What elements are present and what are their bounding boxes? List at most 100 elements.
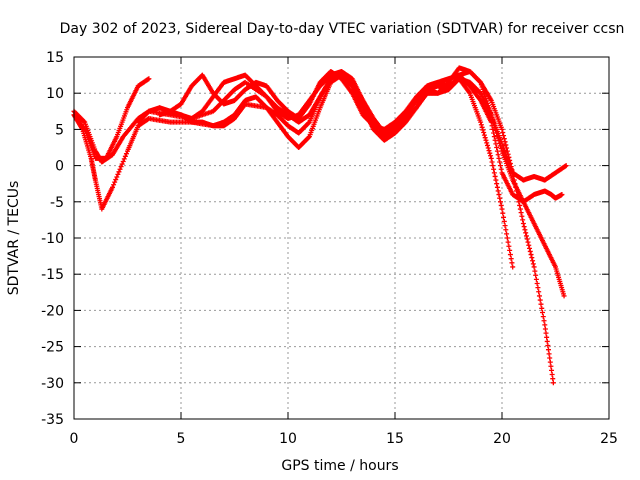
data-point	[119, 161, 125, 167]
data-point	[520, 221, 526, 227]
data-point	[485, 145, 491, 151]
data-point	[123, 151, 129, 157]
data-point	[527, 245, 533, 251]
data-point	[502, 223, 508, 229]
data-point	[115, 171, 121, 177]
x-axis-title: GPS time / hours	[281, 458, 398, 474]
data-point	[518, 210, 524, 216]
data-point	[561, 293, 567, 299]
data-point	[540, 314, 546, 320]
data-point	[497, 195, 503, 201]
data-point	[541, 318, 547, 324]
data-point	[559, 192, 565, 198]
data-point	[489, 159, 495, 165]
data-point	[480, 127, 486, 133]
data-point	[501, 218, 507, 224]
data-point	[486, 148, 492, 154]
data-point	[527, 248, 533, 254]
y-tick-label: 5	[55, 122, 64, 138]
x-tick-label: 20	[493, 431, 511, 447]
data-point	[497, 199, 503, 205]
data-point	[535, 285, 541, 291]
data-point	[529, 255, 535, 261]
data-point	[487, 150, 493, 156]
data-point	[504, 231, 510, 237]
data-point	[493, 177, 499, 183]
data-point	[121, 156, 127, 162]
chart-title: Day 302 of 2023, Sidereal Day-to-day VTE…	[60, 21, 625, 37]
data-point	[499, 126, 505, 132]
data-point	[538, 301, 544, 307]
data-point	[481, 132, 487, 138]
y-tick-label: 10	[46, 86, 64, 102]
data-point	[506, 243, 512, 249]
data-point	[540, 309, 546, 315]
data-point	[497, 163, 503, 169]
data-point	[306, 134, 312, 140]
series-track-c	[71, 76, 152, 161]
data-point	[550, 380, 556, 386]
data-point	[488, 155, 494, 161]
data-point	[494, 148, 500, 154]
data-point	[536, 289, 542, 295]
data-point	[507, 247, 513, 253]
data-point	[521, 224, 527, 230]
data-point	[483, 137, 489, 143]
data-point	[490, 163, 496, 169]
data-point	[563, 163, 569, 169]
data-point	[524, 236, 530, 242]
data-point	[494, 145, 500, 150]
data-point	[530, 258, 536, 264]
y-tick-label: -25	[41, 340, 64, 356]
data-point	[504, 235, 510, 241]
data-point	[509, 260, 515, 266]
x-tick-label: 10	[279, 431, 297, 447]
data-point	[519, 213, 525, 219]
data-point	[497, 159, 503, 165]
data-point	[523, 233, 529, 239]
data-point	[522, 227, 528, 233]
data-point	[503, 227, 509, 233]
data-point	[113, 177, 119, 183]
data-point	[508, 256, 514, 262]
data-point	[500, 130, 506, 136]
data-point	[496, 155, 502, 161]
data-point	[501, 136, 507, 142]
data-point	[488, 153, 494, 159]
data-point	[517, 206, 523, 212]
data-point	[81, 118, 87, 124]
data-point	[306, 120, 312, 126]
data-point	[110, 184, 116, 190]
data-point	[498, 166, 504, 172]
data-point	[528, 252, 534, 258]
data-point	[534, 281, 540, 287]
y-tick-label: 15	[46, 50, 64, 66]
data-point	[500, 210, 506, 216]
data-point	[499, 206, 505, 212]
series-track-f	[178, 72, 569, 183]
data-point	[478, 119, 484, 125]
data-point	[484, 142, 490, 148]
x-tick-label: 25	[600, 431, 618, 447]
data-point	[479, 124, 485, 130]
data-point	[537, 297, 543, 303]
data-point	[520, 217, 526, 223]
data-point	[491, 170, 497, 176]
data-point	[481, 89, 487, 95]
y-tick-label: -30	[41, 376, 64, 392]
data-point	[478, 79, 484, 85]
data-point	[530, 261, 536, 267]
x-tick-label: 15	[386, 431, 404, 447]
y-tick-label: -5	[50, 195, 64, 211]
data-point	[112, 179, 118, 185]
data-point	[533, 272, 539, 278]
x-tick-label: 0	[70, 431, 79, 447]
data-point	[491, 134, 497, 140]
x-axis: 0 5 10 15 20 25	[70, 57, 618, 447]
data-point	[517, 202, 523, 208]
data-point	[525, 239, 531, 245]
data-point	[477, 79, 483, 85]
data-point	[482, 135, 488, 141]
data-point	[484, 140, 490, 146]
